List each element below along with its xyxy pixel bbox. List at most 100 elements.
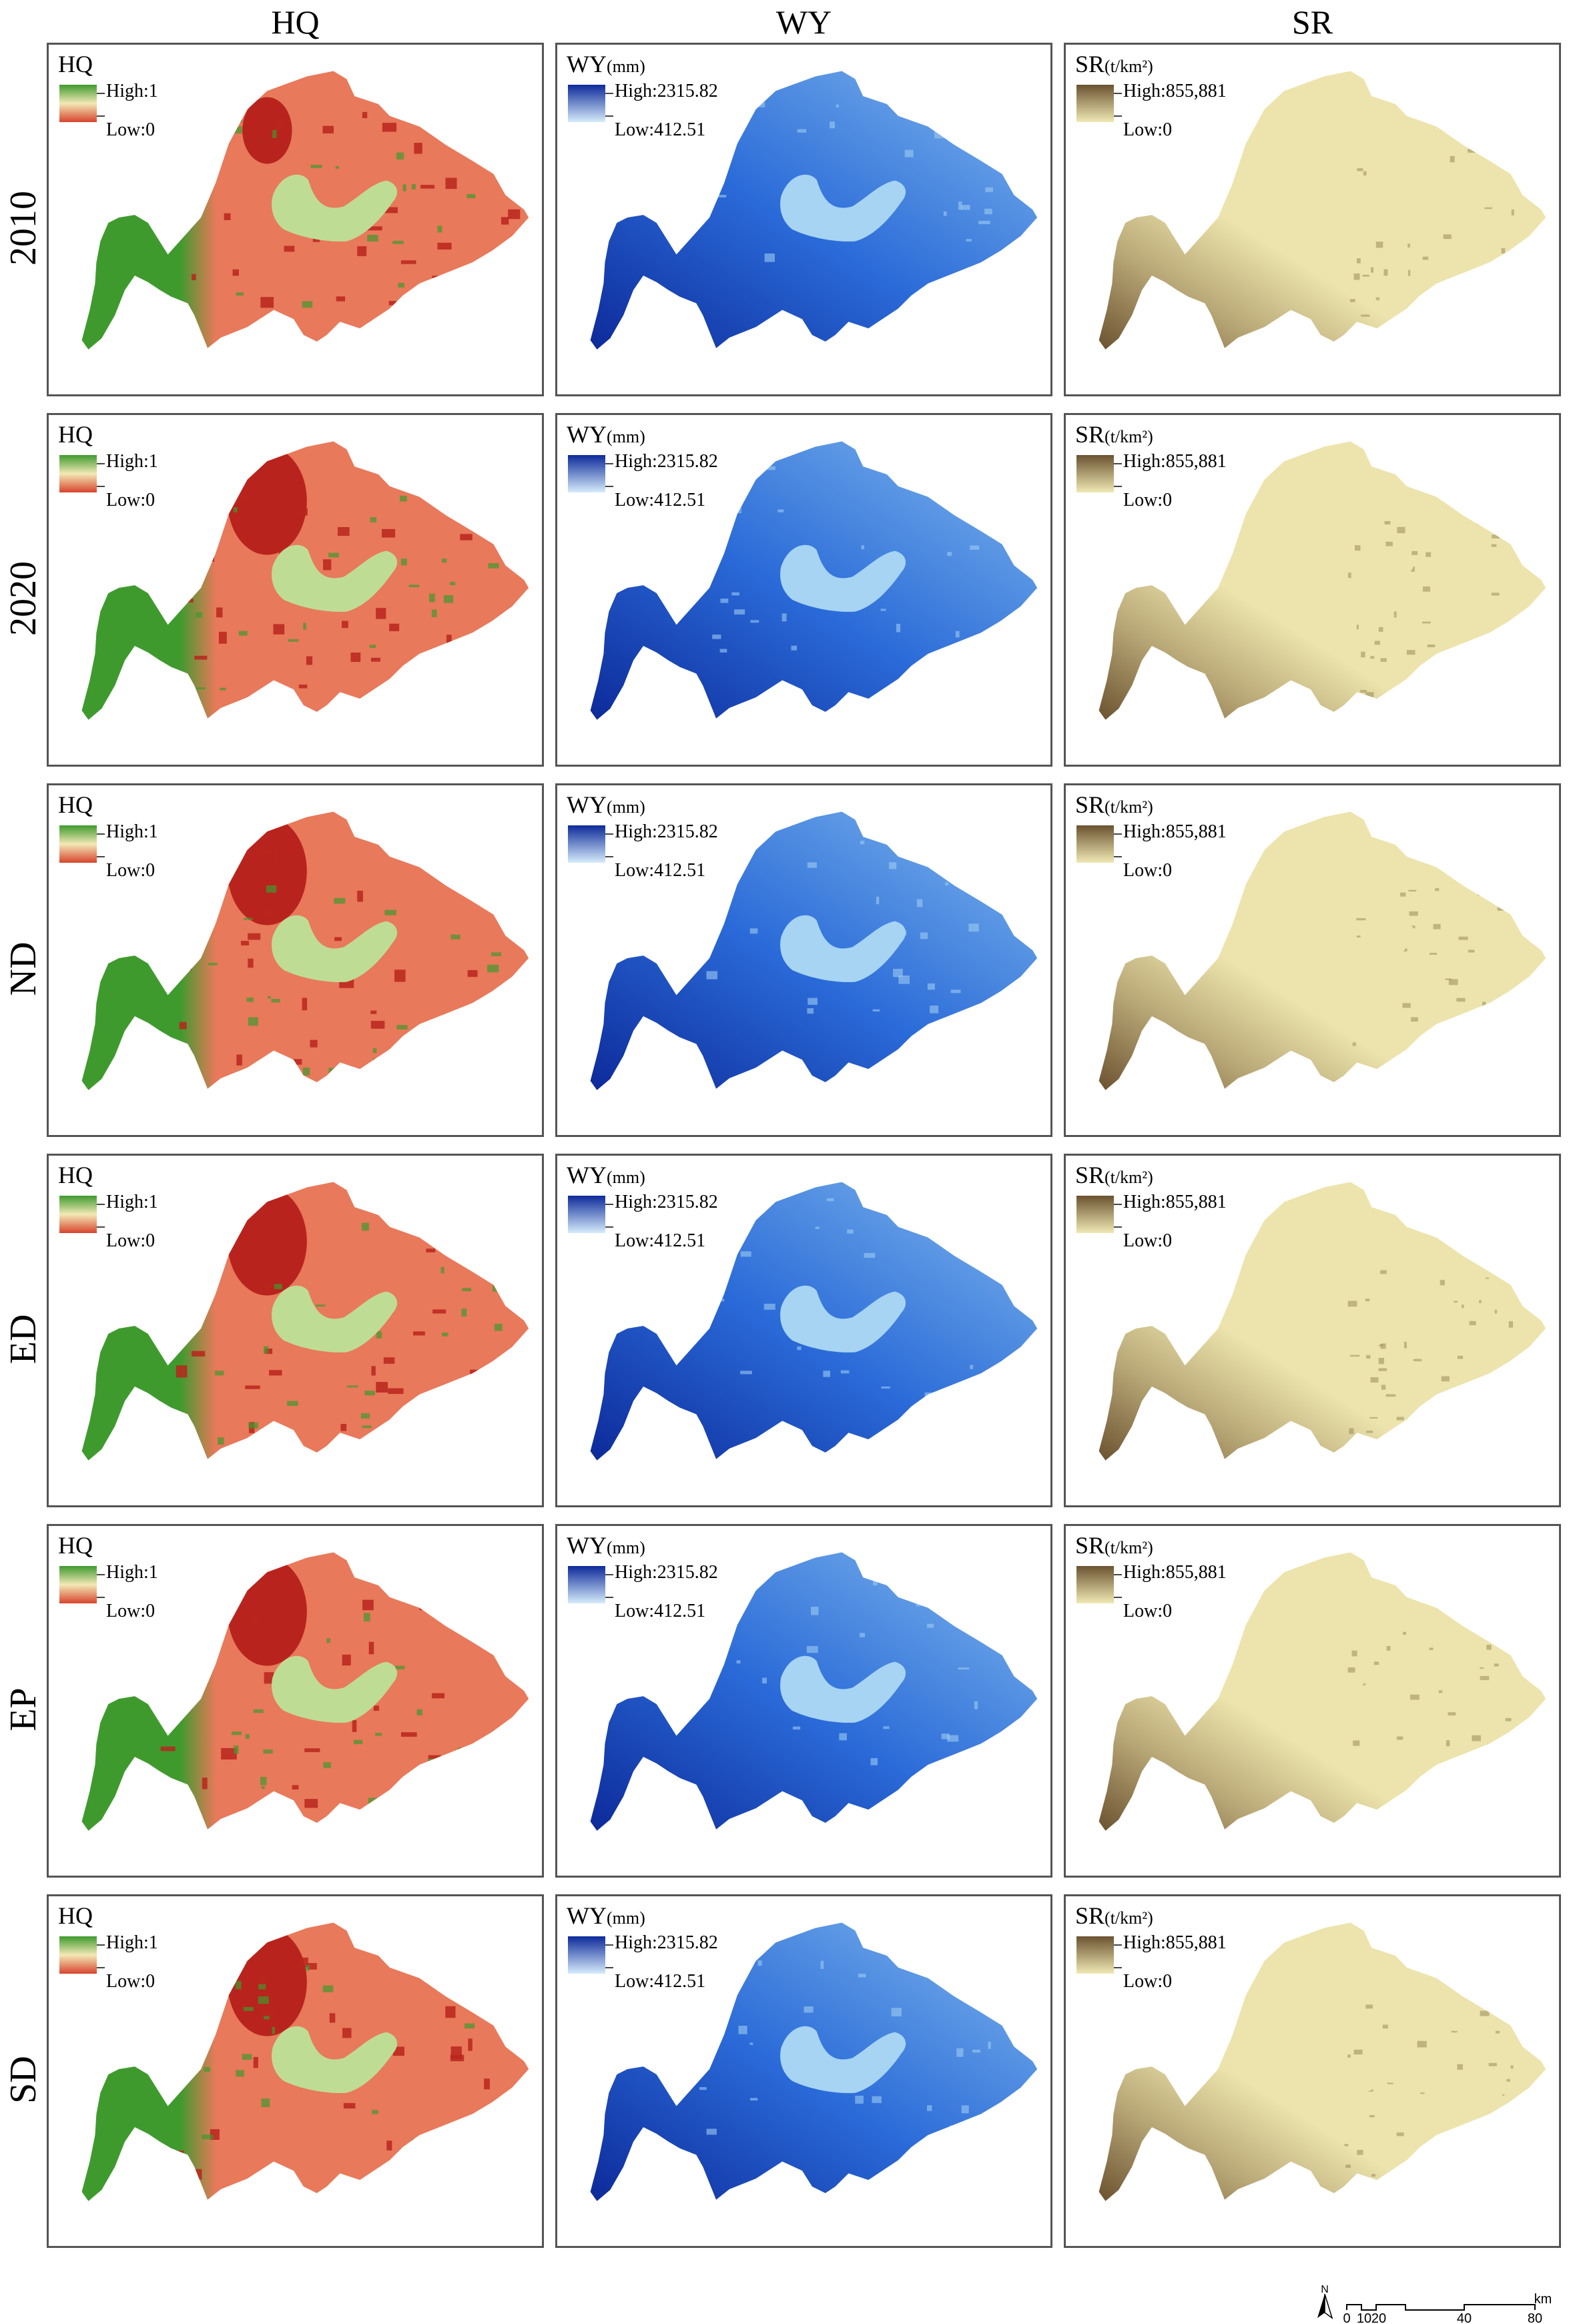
legend-unit: (mm) — [606, 1538, 645, 1557]
legend-low-label: Low:0 — [1123, 490, 1173, 510]
legend-unit: (t/km²) — [1105, 797, 1153, 817]
lake-area — [780, 174, 906, 242]
legend-color-ramp — [568, 455, 605, 492]
map-legend: HQ High:1 Low:0 — [58, 420, 158, 510]
legend-color-ramp — [59, 1936, 97, 1974]
legend-low-label: Low:0 — [106, 490, 155, 510]
legend-title: WY — [567, 791, 607, 818]
map-legend: WY(mm) High:2315.82 Low:412.51 — [567, 50, 718, 140]
legend-low-label: Low:0 — [106, 1601, 155, 1621]
map-panel-hq-nd: HQ High:1 Low:0 — [47, 783, 544, 1137]
legend-low-label: Low:412.51 — [615, 1230, 706, 1251]
lake-area — [1289, 915, 1415, 982]
map-panel-hq-ep: HQ High:1 Low:0 — [47, 1524, 544, 1878]
legend-color-ramp — [568, 85, 605, 122]
row-label-ed: ED — [3, 1314, 44, 1364]
study-area-map — [1098, 1182, 1546, 1461]
map-panel-sr-nd: SR(t/km²) High:855,881 Low:0 — [1064, 783, 1561, 1137]
scale-unit: km — [1534, 2292, 1552, 2307]
legend-title: SR — [1075, 1532, 1105, 1559]
column-header-wy: WY — [775, 3, 832, 41]
legend-color-ramp — [59, 1196, 97, 1233]
lake-area — [1289, 1655, 1415, 1723]
lake-area — [272, 2026, 398, 2093]
lake-area — [272, 544, 398, 612]
map-legend: HQ High:1 Low:0 — [58, 50, 158, 140]
map-legend: SR(t/km²) High:855,881 Low:0 — [1075, 791, 1227, 881]
legend-unit: (mm) — [606, 1908, 645, 1928]
legend-high-label: High:1 — [106, 451, 158, 472]
legend-title: WY — [567, 1532, 607, 1559]
map-panel-sr-2010: SR(t/km²) High:855,881 Low:0 — [1064, 43, 1561, 396]
study-area-map — [1098, 441, 1546, 720]
map-panel-wy-ed: WY(mm) High:2315.82 Low:412.51 — [555, 1154, 1052, 1507]
legend-low-label: Low:0 — [1123, 1601, 1173, 1621]
legend-unit: (t/km²) — [1105, 427, 1153, 446]
legend-high-label: High:855,881 — [1123, 81, 1227, 101]
map-legend: HQ High:1 Low:0 — [58, 1531, 158, 1621]
map-legend: WY(mm) High:2315.82 Low:412.51 — [567, 1531, 718, 1621]
legend-unit: (mm) — [606, 1168, 645, 1187]
legend-title: WY — [567, 421, 607, 448]
legend-low-label: Low:412.51 — [615, 860, 706, 881]
legend-low-label: Low:0 — [1123, 1971, 1173, 1992]
study-area-map — [590, 1922, 1038, 2201]
legend-color-ramp — [59, 455, 97, 492]
svg-text:N: N — [1321, 2284, 1329, 2295]
legend-color-ramp — [59, 85, 97, 122]
legend-low-label: Low:0 — [106, 119, 155, 140]
map-panel-wy-2020: WY(mm) High:2315.82 Low:412.51 — [555, 413, 1052, 767]
study-area-map — [1098, 811, 1546, 1090]
lake-area — [1289, 544, 1415, 612]
legend-title: HQ — [58, 1902, 93, 1929]
legend-color-ramp — [1076, 1196, 1114, 1233]
lake-area — [272, 1285, 398, 1352]
lake-area — [780, 1285, 906, 1352]
legend-color-ramp — [568, 1196, 605, 1233]
legend-high-label: High:1 — [106, 81, 158, 101]
map-legend: HQ High:1 Low:0 — [58, 1161, 158, 1251]
legend-unit: (t/km²) — [1105, 1538, 1153, 1557]
legend-title: HQ — [58, 791, 93, 818]
legend-title: WY — [567, 1162, 607, 1188]
scale-tick-20: 20 — [1371, 2311, 1386, 2324]
lake-area — [272, 174, 398, 242]
map-panel-sr-2020: SR(t/km²) High:855,881 Low:0 — [1064, 413, 1561, 767]
legend-high-label: High:1 — [106, 821, 158, 842]
legend-title: HQ — [58, 1532, 93, 1559]
map-panel-wy-2010: WY(mm) High:2315.82 Low:412.51 — [555, 43, 1052, 396]
row-label-ep: EP — [3, 1687, 44, 1731]
legend-title: WY — [567, 1902, 607, 1929]
map-legend: SR(t/km²) High:855,881 Low:0 — [1075, 420, 1227, 510]
legend-high-label: High:2315.82 — [615, 1192, 718, 1212]
legend-color-ramp — [59, 1566, 97, 1603]
map-panel-sr-sd: SR(t/km²) High:855,881 Low:0 — [1064, 1894, 1561, 2248]
map-legend: SR(t/km²) High:855,881 Low:0 — [1075, 50, 1227, 140]
legend-high-label: High:855,881 — [1123, 821, 1227, 842]
legend-unit: (t/km²) — [1105, 1908, 1153, 1928]
legend-unit: (mm) — [606, 57, 645, 76]
legend-low-label: Low:0 — [106, 1230, 155, 1251]
legend-color-ramp — [568, 1936, 605, 1974]
legend-low-label: Low:0 — [1123, 1230, 1173, 1251]
lake-area — [272, 915, 398, 982]
legend-title: SR — [1075, 1902, 1105, 1929]
legend-low-label: Low:412.51 — [615, 119, 706, 140]
legend-high-label: High:2315.82 — [615, 451, 718, 472]
study-area-map — [590, 811, 1038, 1090]
map-legend: SR(t/km²) High:855,881 Low:0 — [1075, 1161, 1227, 1251]
legend-high-label: High:2315.82 — [615, 1932, 718, 1953]
study-area-map — [1098, 71, 1546, 350]
lake-area — [780, 544, 906, 612]
study-area-map — [81, 1552, 529, 1831]
north-arrow-icon: N — [1317, 2284, 1333, 2319]
legend-color-ramp — [1076, 825, 1114, 863]
map-legend: WY(mm) High:2315.82 Low:412.51 — [567, 420, 718, 510]
map-panel-wy-nd: WY(mm) High:2315.82 Low:412.51 — [555, 783, 1052, 1137]
legend-high-label: High:1 — [106, 1192, 158, 1212]
legend-color-ramp — [1076, 1936, 1114, 1974]
map-panel-hq-ed: HQ High:1 Low:0 — [47, 1154, 544, 1507]
legend-high-label: High:855,881 — [1123, 1192, 1227, 1212]
lake-area — [1289, 2026, 1415, 2093]
legend-high-label: High:2315.82 — [615, 821, 718, 842]
